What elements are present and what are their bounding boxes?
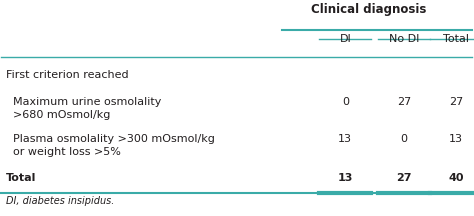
Text: 13: 13 (338, 134, 352, 144)
Text: 27: 27 (396, 173, 412, 183)
Text: 0: 0 (401, 134, 408, 144)
Text: 13: 13 (449, 134, 463, 144)
Text: 13: 13 (337, 173, 353, 183)
Text: Plasma osmolality >300 mOsmol/kg
  or weight loss >5%: Plasma osmolality >300 mOsmol/kg or weig… (6, 134, 215, 157)
Text: Total: Total (6, 173, 36, 183)
Text: 0: 0 (342, 97, 349, 107)
Text: 27: 27 (449, 97, 463, 107)
Text: 40: 40 (448, 173, 464, 183)
Text: DI: DI (339, 34, 351, 44)
Text: No DI: No DI (389, 34, 419, 44)
Text: DI, diabetes insipidus.: DI, diabetes insipidus. (6, 196, 115, 206)
Text: 27: 27 (397, 97, 411, 107)
Text: Maximum urine osmolality
  >680 mOsmol/kg: Maximum urine osmolality >680 mOsmol/kg (6, 97, 162, 120)
Text: Total: Total (443, 34, 469, 44)
Text: Clinical diagnosis: Clinical diagnosis (311, 3, 427, 16)
Text: First criterion reached: First criterion reached (6, 70, 129, 80)
